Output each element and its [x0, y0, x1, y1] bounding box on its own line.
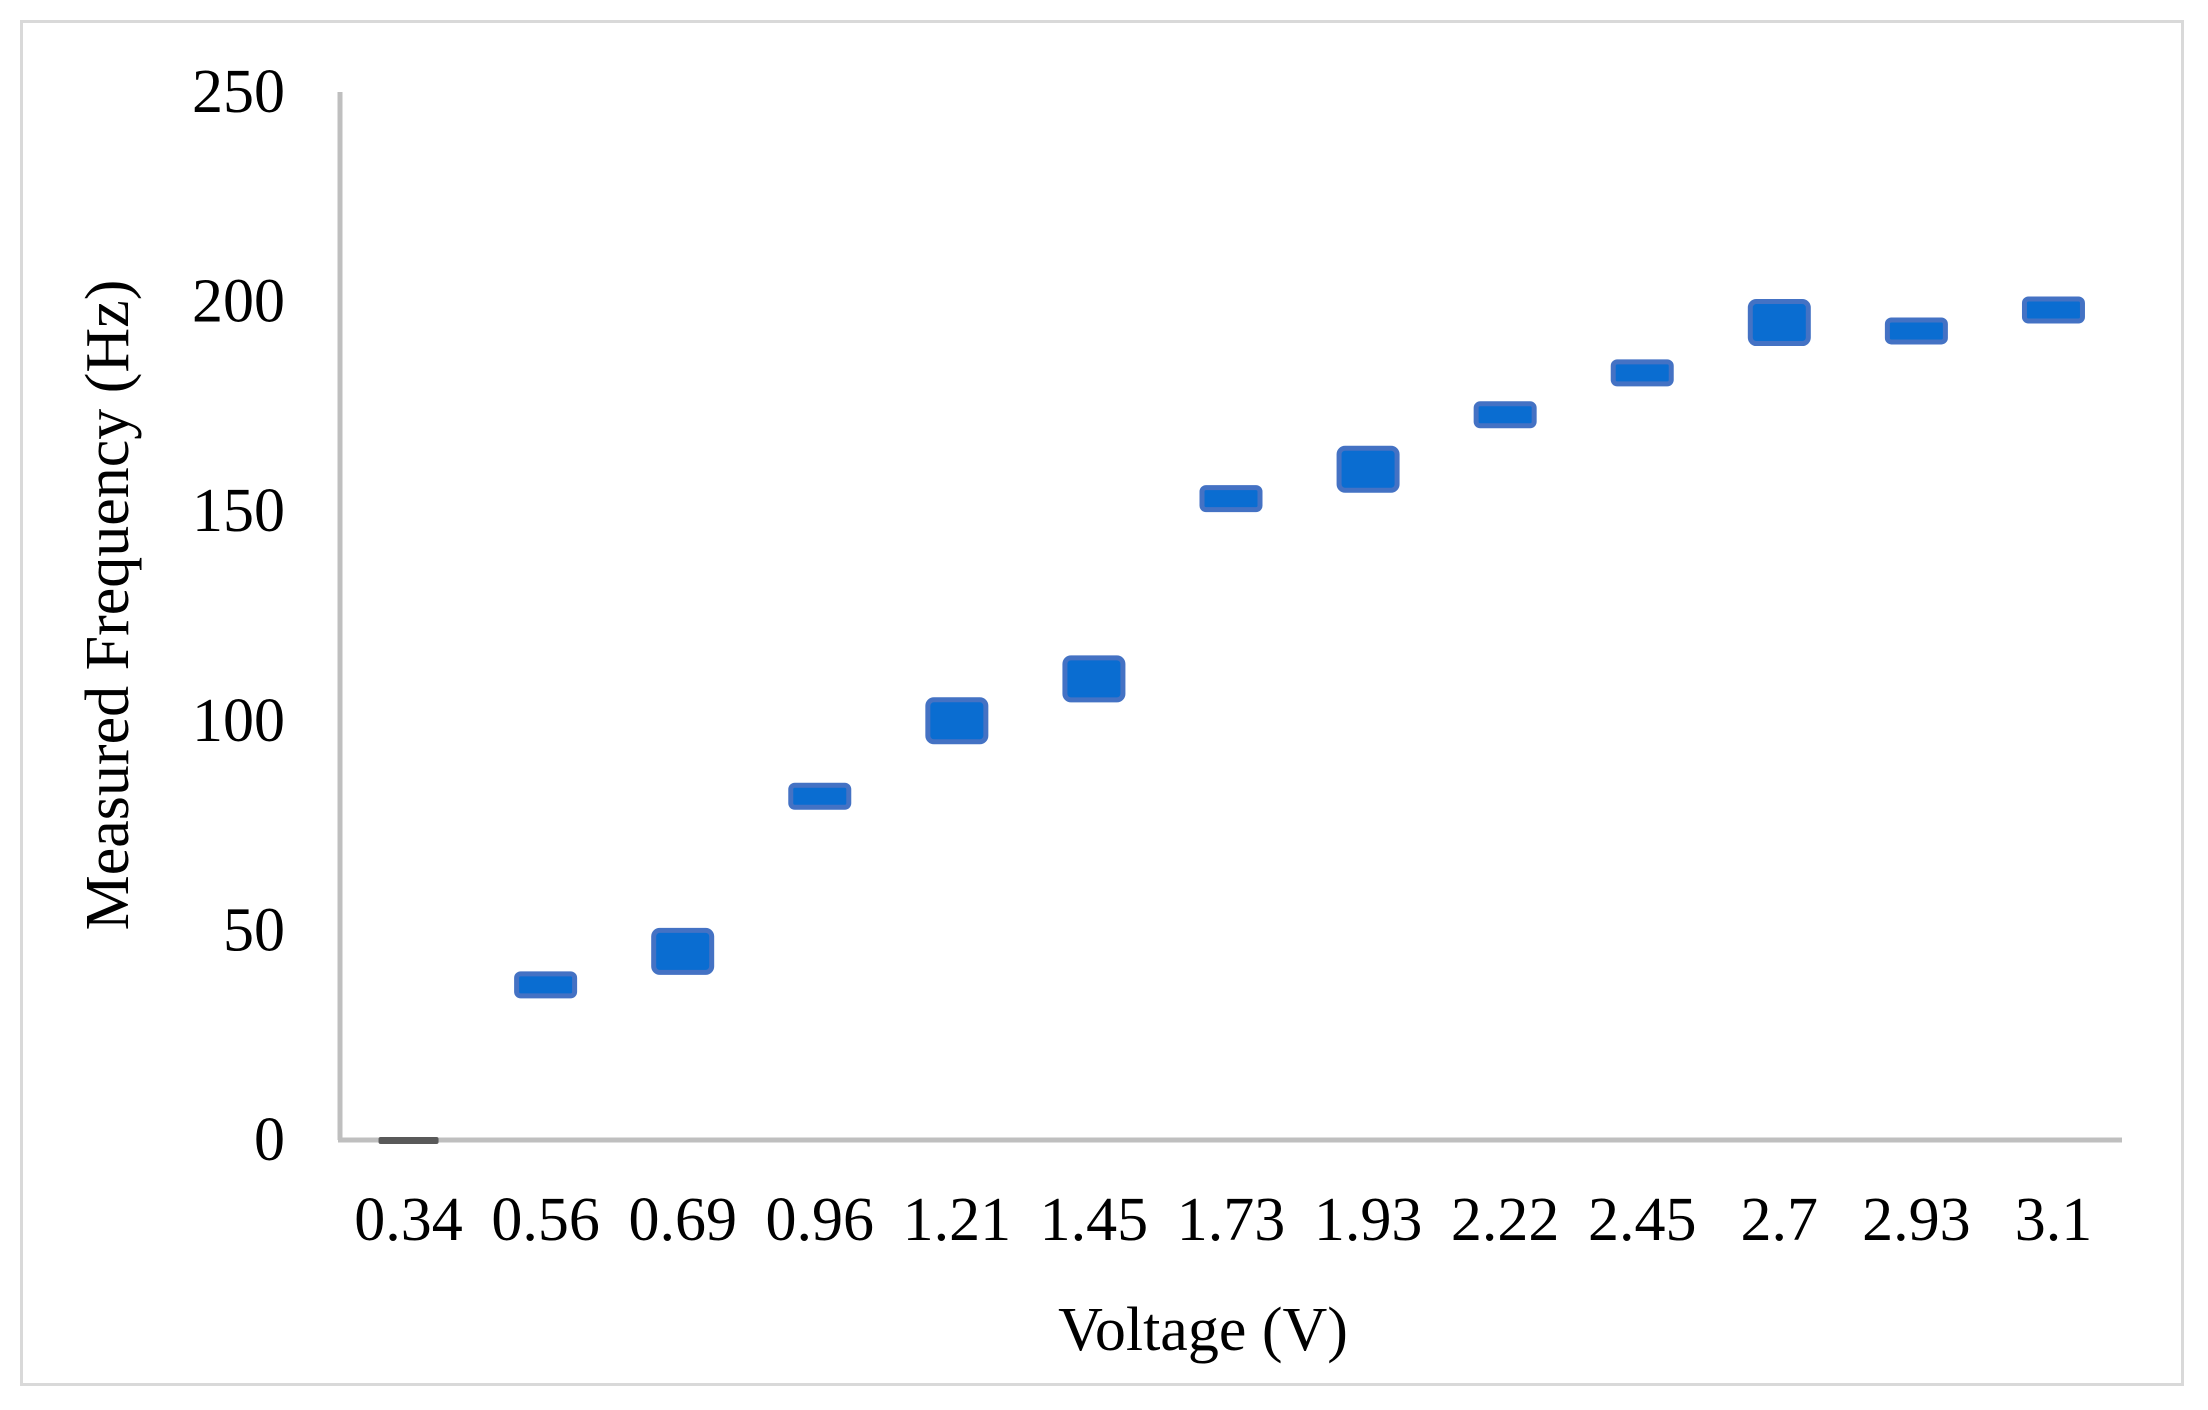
data-marker — [378, 1137, 439, 1144]
data-markers — [378, 296, 2085, 1144]
x-tick-label: 0.56 — [491, 1186, 600, 1254]
data-marker — [1062, 655, 1126, 703]
data-marker — [514, 971, 578, 999]
x-tick-label: 1.93 — [1314, 1186, 1423, 1254]
x-tick-labels: 0.34 0.56 0.69 0.96 1.21 1.45 1.73 1.93 2.22 2.45… — [354, 1186, 2092, 1254]
y-tick-labels: 0 50 100 150 200 250 — [192, 58, 285, 1174]
y-tick-label: 50 — [223, 896, 285, 964]
x-tick-label: 1.21 — [903, 1186, 1012, 1254]
y-axis-title: Measured Frequency (Hz) — [74, 280, 142, 931]
x-tick-label: 2.45 — [1588, 1186, 1697, 1254]
x-tick-label: 2.93 — [1862, 1186, 1971, 1254]
x-tick-label: 3.1 — [2015, 1186, 2093, 1254]
data-marker — [1199, 485, 1263, 513]
x-tick-label: 0.69 — [628, 1186, 737, 1254]
data-marker — [1747, 299, 1811, 347]
y-tick-label: 0 — [254, 1106, 285, 1174]
x-tick-label: 0.34 — [354, 1186, 463, 1254]
y-tick-label: 150 — [192, 477, 285, 545]
data-marker — [1610, 359, 1674, 387]
x-tick-label: 0.96 — [766, 1186, 875, 1254]
chart-frame — [20, 20, 2184, 1386]
x-tick-label: 1.73 — [1177, 1186, 1286, 1254]
data-marker — [651, 927, 715, 975]
x-tick-label: 2.7 — [1741, 1186, 1819, 1254]
x-axis-title: Voltage (V) — [1058, 1296, 1348, 1364]
data-marker — [788, 782, 852, 810]
data-marker — [2021, 296, 2085, 324]
data-marker — [1473, 401, 1537, 429]
data-marker — [925, 697, 989, 745]
data-marker — [1884, 317, 1948, 345]
x-tick-label: 1.45 — [1040, 1186, 1149, 1254]
x-tick-label: 2.22 — [1451, 1186, 1560, 1254]
data-marker — [1336, 445, 1400, 493]
axes — [337, 92, 2122, 1143]
y-tick-label: 250 — [192, 58, 285, 126]
y-tick-label: 100 — [192, 687, 285, 755]
y-tick-label: 200 — [192, 268, 285, 336]
